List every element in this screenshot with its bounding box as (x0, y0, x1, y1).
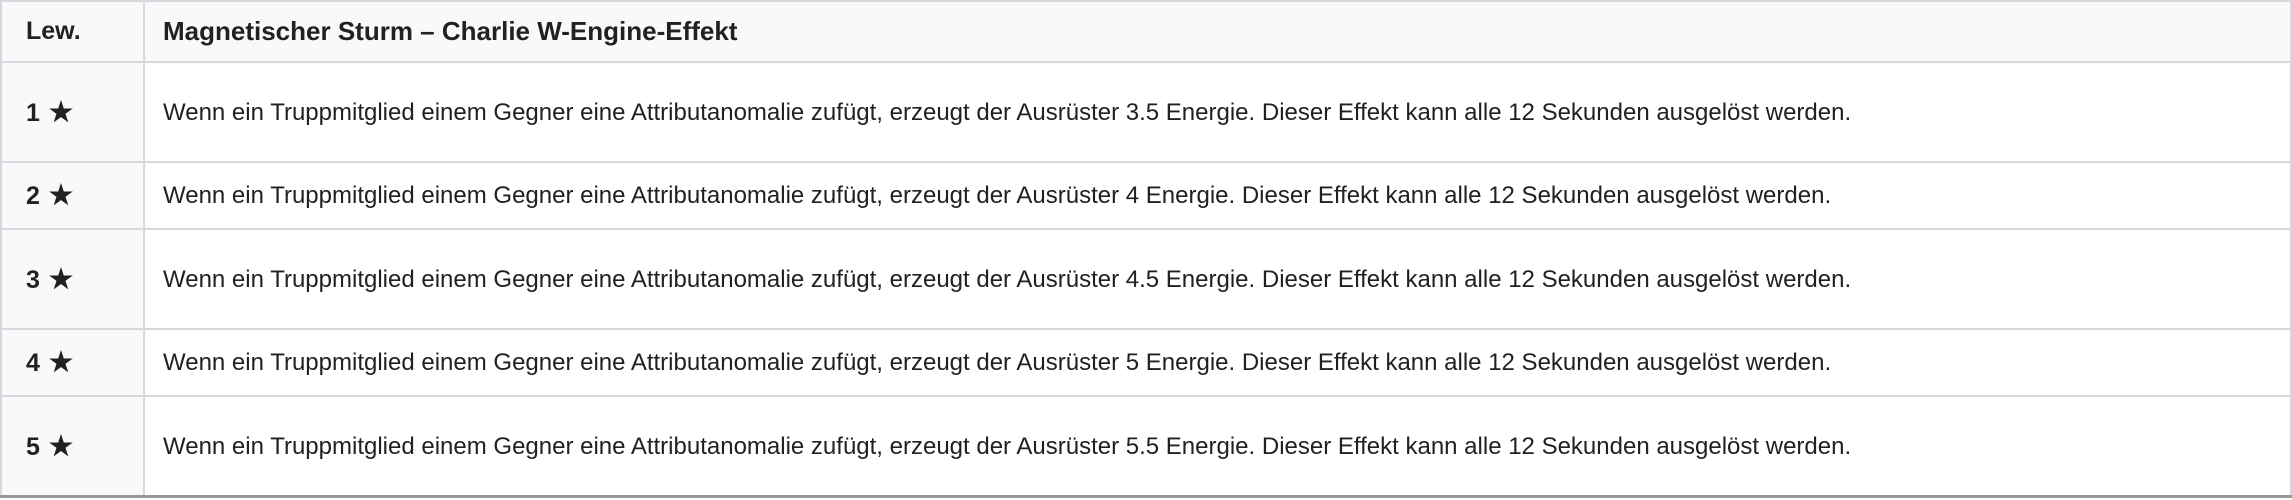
level-cell: 3 ★ (0, 228, 145, 330)
effect-description: Wenn ein Truppmitglied einem Gegner eine… (163, 182, 1832, 209)
effect-description: Wenn ein Truppmitglied einem Gegner eine… (163, 265, 1852, 293)
star-icon: ★ (48, 263, 74, 294)
level-cell: 2 ★ (0, 161, 145, 230)
effect-description-cell: Wenn ein Truppmitglied einem Gegner eine… (143, 395, 2292, 498)
level-value: 3 (26, 265, 40, 294)
table-header-row: Lew. Magnetischer Sturm – Charlie W-Engi… (0, 0, 2292, 63)
level-value: 5 (26, 432, 40, 461)
level-cell: 5 ★ (0, 395, 145, 498)
table-row: 1 ★ Wenn ein Truppmitglied einem Gegner e… (0, 61, 2292, 163)
table-row: 2 ★ Wenn ein Truppmitglied einem Gegner e… (0, 161, 2292, 230)
level-value: 1 (26, 98, 40, 127)
table-row: 5 ★ Wenn ein Truppmitglied einem Gegner e… (0, 395, 2292, 498)
star-icon: ★ (48, 347, 74, 377)
effect-description: Wenn ein Truppmitglied einem Gegner eine… (163, 98, 1852, 126)
effect-description-cell: Wenn ein Truppmitglied einem Gegner eine… (143, 328, 2292, 397)
level-value: 2 (26, 182, 40, 210)
star-icon: ★ (48, 96, 74, 127)
table-row: 3 ★ Wenn ein Truppmitglied einem Gegner e… (0, 228, 2292, 330)
effect-description-cell: Wenn ein Truppmitglied einem Gegner eine… (143, 161, 2292, 230)
table-row: 4 ★ Wenn ein Truppmitglied einem Gegner e… (0, 328, 2292, 397)
effect-description-cell: Wenn ein Truppmitglied einem Gegner eine… (143, 61, 2292, 163)
star-icon: ★ (48, 180, 74, 210)
level-column-header: Lew. (0, 0, 145, 63)
effect-description: Wenn ein Truppmitglied einem Gegner eine… (163, 349, 1832, 376)
effect-title-header: Magnetischer Sturm – Charlie W-Engine-Ef… (143, 0, 2292, 63)
effect-description: Wenn ein Truppmitglied einem Gegner eine… (163, 432, 1852, 460)
star-icon: ★ (48, 430, 74, 461)
level-cell: 4 ★ (0, 328, 145, 397)
effect-description-cell: Wenn ein Truppmitglied einem Gegner eine… (143, 228, 2292, 330)
level-cell: 1 ★ (0, 61, 145, 163)
level-value: 4 (26, 349, 40, 377)
